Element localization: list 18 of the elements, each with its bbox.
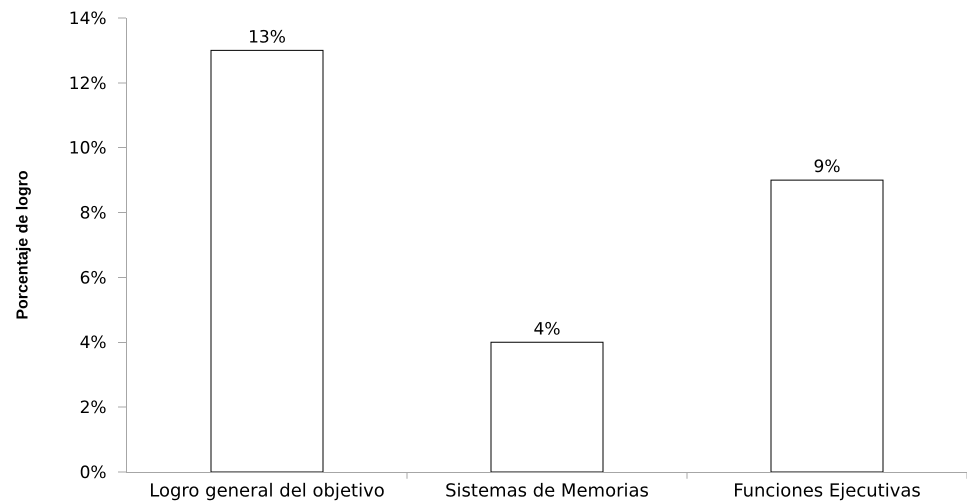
bar <box>210 50 324 472</box>
y-tick-label: 10% <box>68 138 107 159</box>
y-axis-title: Porcentaje de logro <box>14 170 32 320</box>
y-tick-label: 8% <box>80 204 107 224</box>
bar <box>770 180 884 472</box>
y-tick-label: 12% <box>68 74 107 94</box>
x-tick-label: Funciones Ejecutivas <box>733 480 921 502</box>
x-tick-label: Logro general del objetivo <box>149 480 385 502</box>
x-tick-label: Sistemas de Memorias <box>445 480 649 502</box>
y-tick-label: 14% <box>68 8 107 29</box>
y-tick-label: 6% <box>80 268 107 288</box>
y-tick-label: 0% <box>80 462 107 483</box>
data-label: 9% <box>814 157 840 178</box>
y-tick-label: 4% <box>80 333 107 354</box>
bar <box>490 342 604 472</box>
data-label: 4% <box>534 319 560 340</box>
y-tick-label: 2% <box>80 398 107 418</box>
data-label: 13% <box>248 27 286 48</box>
